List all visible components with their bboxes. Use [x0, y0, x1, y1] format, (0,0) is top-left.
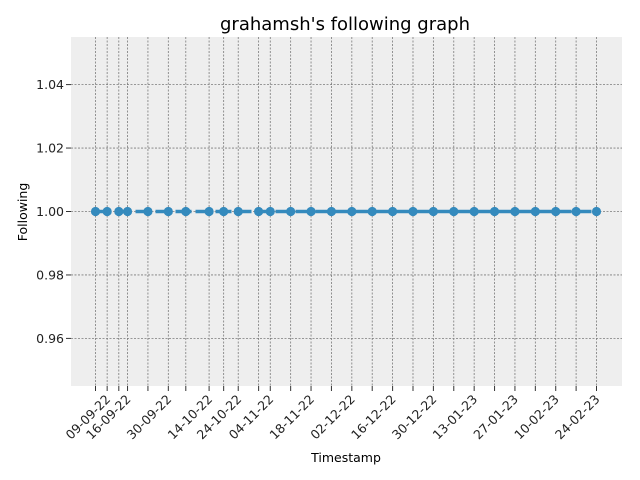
y-tick-label: 0.98: [36, 267, 64, 282]
data-point: [219, 206, 229, 217]
data-point: [530, 206, 540, 217]
x-tick-label: 24-02-23: [552, 392, 603, 443]
data-point: [102, 206, 112, 217]
data-point: [122, 206, 133, 217]
data-point: [306, 206, 316, 217]
data-point: [114, 206, 124, 217]
y-tick-label: 1.00: [36, 204, 64, 219]
data-point: [233, 206, 243, 217]
data-point: [265, 206, 275, 217]
series-layer: [90, 206, 602, 217]
data-point: [510, 206, 520, 217]
data-point: [143, 206, 153, 217]
data-point: [90, 206, 101, 217]
data-point: [254, 206, 264, 217]
data-point: [489, 206, 500, 217]
data-point: [571, 206, 581, 217]
data-point: [469, 206, 479, 217]
x-axis-label: Timestamp: [310, 450, 381, 465]
y-axis-ticks: 0.96 0.98 1.00 1.02 1.04: [36, 77, 71, 346]
y-tick-label: 1.02: [36, 141, 64, 156]
data-point: [326, 206, 337, 217]
data-point: [286, 206, 296, 217]
data-point: [551, 206, 561, 217]
chart-title: grahamsh's following graph: [220, 14, 470, 35]
data-point: [181, 206, 191, 217]
data-point: [428, 206, 438, 217]
y-tick-label: 0.96: [36, 331, 64, 346]
data-point: [367, 206, 377, 217]
y-tick-label: 1.04: [36, 77, 64, 92]
data-point: [449, 206, 459, 217]
y-axis-label: Following: [15, 183, 30, 242]
data-point: [163, 206, 173, 217]
data-point: [591, 206, 602, 217]
data-point: [388, 206, 398, 217]
data-point: [347, 206, 357, 217]
data-point: [408, 206, 418, 217]
data-point: [204, 206, 214, 217]
x-axis-ticks: 09-09-2216-09-2230-09-2214-10-2224-10-22…: [63, 386, 603, 442]
